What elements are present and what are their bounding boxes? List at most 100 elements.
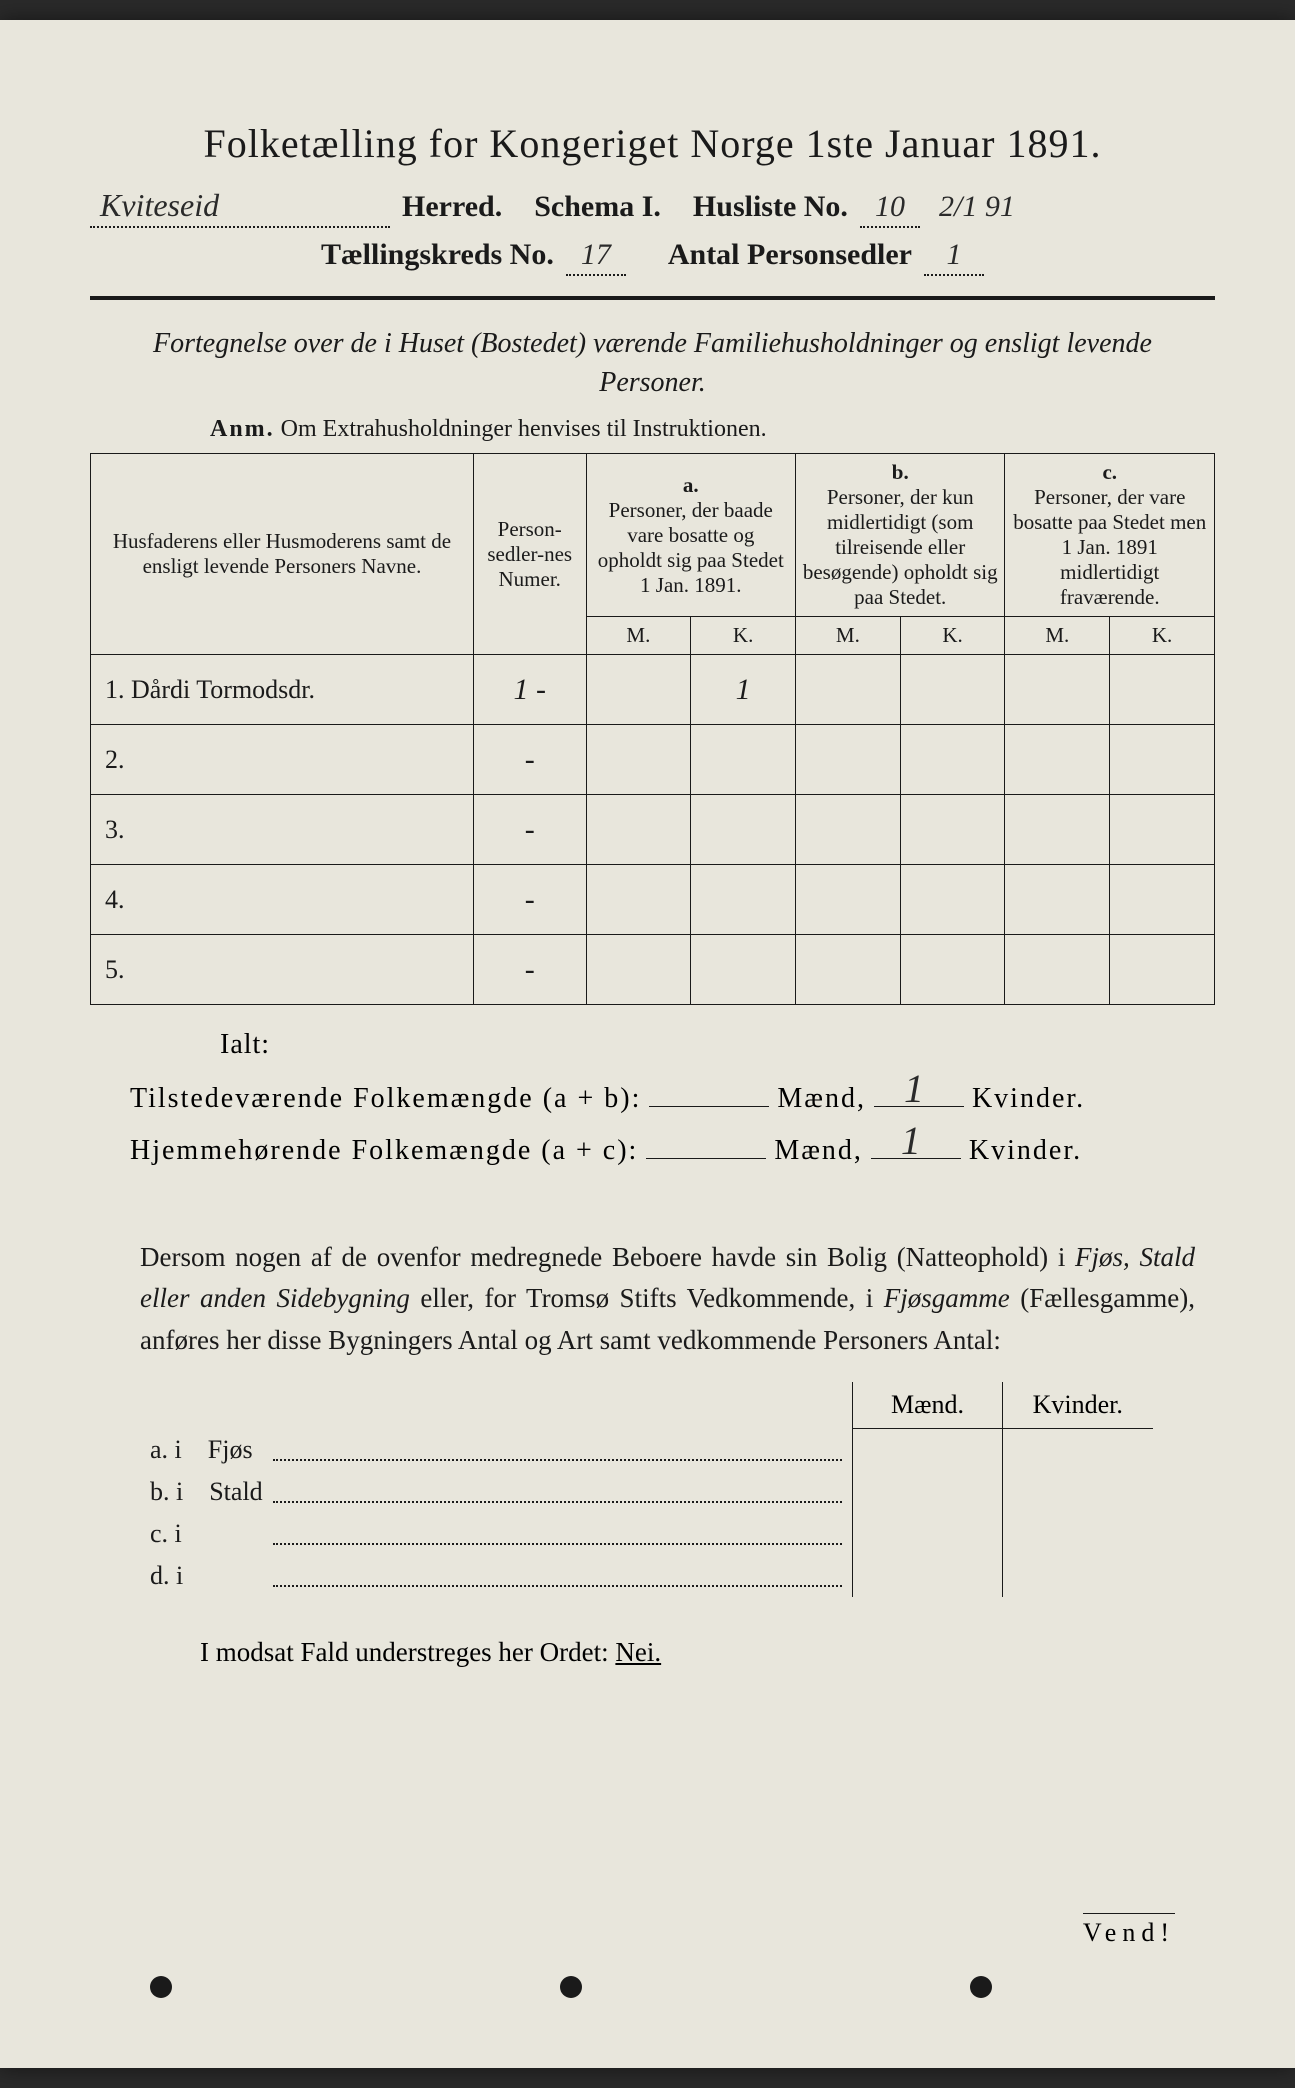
buildings-paragraph: Dersom nogen af de ovenfor medregnede Be… bbox=[140, 1237, 1195, 1363]
b-m-val bbox=[796, 725, 901, 795]
husliste-value: 10 bbox=[860, 190, 920, 228]
buildings-table: Mænd. Kvinder. a. i Fjøsb. i Staldc. i d… bbox=[140, 1382, 1153, 1597]
census-table: Husfaderens eller Husmoderens samt de en… bbox=[90, 453, 1215, 1005]
a-k-val: 1 bbox=[691, 655, 796, 725]
c-m: M. bbox=[1005, 617, 1110, 655]
c-m-val bbox=[1005, 725, 1110, 795]
byg-maend-val bbox=[853, 1513, 1003, 1555]
present-kvinder-value: 1 bbox=[904, 1065, 926, 1112]
sedler-label: Antal Personsedler bbox=[668, 238, 912, 272]
resident-label: Hjemmehørende Folkemængde (a + c): bbox=[130, 1135, 638, 1167]
b-m-val bbox=[796, 935, 901, 1005]
row-label: 1. Dårdi Tormodsdr. bbox=[91, 655, 474, 725]
c-k-val bbox=[1110, 935, 1215, 1005]
nei-text: I modsat Fald understreges her Ordet: bbox=[200, 1637, 609, 1667]
person-num: - bbox=[473, 795, 586, 865]
byg-maend-val bbox=[853, 1555, 1003, 1597]
header-line-1: Kviteseid Herred. Schema I. Husliste No.… bbox=[90, 187, 1215, 228]
ialt-label: Ialt: bbox=[220, 1029, 1215, 1061]
total-present: Tilstedeværende Folkemængde (a + b): Mæn… bbox=[130, 1073, 1215, 1115]
c-m-val bbox=[1005, 865, 1110, 935]
row-label: 3. bbox=[91, 795, 474, 865]
present-label: Tilstedeværende Folkemængde (a + b): bbox=[130, 1083, 641, 1115]
anm-text: Om Extrahusholdninger henvises til Instr… bbox=[281, 416, 767, 442]
byg-maend-val bbox=[853, 1471, 1003, 1513]
divider bbox=[90, 296, 1215, 300]
byg-dots bbox=[273, 1513, 853, 1555]
b-k-val bbox=[900, 725, 1005, 795]
a-k: K. bbox=[691, 617, 796, 655]
punch-hole bbox=[970, 1976, 992, 1998]
byg-maend-header: Mænd. bbox=[853, 1382, 1003, 1429]
resident-maend-field bbox=[646, 1125, 766, 1159]
resident-kvinder-field: 1 bbox=[871, 1125, 961, 1159]
byg-kvinder-header: Kvinder. bbox=[1003, 1382, 1153, 1429]
c-m-val bbox=[1005, 795, 1110, 865]
byg-maend-val bbox=[853, 1429, 1003, 1471]
b-m-val bbox=[796, 795, 901, 865]
byg-kvinder-val bbox=[1003, 1513, 1153, 1555]
person-num: - bbox=[473, 725, 586, 795]
a-m-val bbox=[586, 795, 691, 865]
nei-word: Nei. bbox=[615, 1637, 661, 1667]
a-k-val bbox=[691, 935, 796, 1005]
group-a-header: a.Personer, der baade vare bosatte og op… bbox=[586, 454, 795, 617]
maend-label: Mænd, bbox=[777, 1083, 866, 1115]
a-m-val bbox=[586, 935, 691, 1005]
byg-row-label: a. i Fjøs bbox=[140, 1429, 273, 1471]
total-resident: Hjemmehørende Folkemængde (a + c): Mænd,… bbox=[130, 1125, 1215, 1167]
table-row: 4. - bbox=[91, 865, 1215, 935]
person-num: 1 - bbox=[473, 655, 586, 725]
row-label: 5. bbox=[91, 935, 474, 1005]
present-maend-field bbox=[649, 1073, 769, 1107]
header-line-2: Tællingskreds No. 17 Antal Personsedler … bbox=[90, 238, 1215, 276]
row-label: 2. bbox=[91, 725, 474, 795]
c-k-val bbox=[1110, 725, 1215, 795]
byg-row-label: b. i Stald bbox=[140, 1471, 273, 1513]
punch-hole bbox=[560, 1976, 582, 1998]
byg-row-label: c. i bbox=[140, 1513, 273, 1555]
b-m: M. bbox=[796, 617, 901, 655]
row-label: 4. bbox=[91, 865, 474, 935]
census-form-page: Folketælling for Kongeriget Norge 1ste J… bbox=[0, 20, 1295, 2068]
person-num: - bbox=[473, 935, 586, 1005]
schema-label: Schema I. bbox=[534, 190, 661, 224]
byg-dots bbox=[273, 1555, 853, 1597]
vend-label: Vend! bbox=[1083, 1913, 1175, 1948]
b-m-val bbox=[796, 655, 901, 725]
b-k-val bbox=[900, 795, 1005, 865]
byg-kvinder-val bbox=[1003, 1429, 1153, 1471]
b-k-val bbox=[900, 655, 1005, 725]
anm-label: Anm. bbox=[210, 416, 275, 442]
building-row: c. i bbox=[140, 1513, 1153, 1555]
kvinder-label: Kvinder. bbox=[972, 1083, 1085, 1115]
b-k-val bbox=[900, 865, 1005, 935]
table-row: 1. Dårdi Tormodsdr.1 - 1 bbox=[91, 655, 1215, 725]
c-m-val bbox=[1005, 935, 1110, 1005]
col-name-header: Husfaderens eller Husmoderens samt de en… bbox=[91, 454, 474, 655]
sedler-value: 1 bbox=[924, 238, 984, 276]
kreds-value: 17 bbox=[566, 238, 626, 276]
herred-value: Kviteseid bbox=[90, 187, 390, 228]
person-num: - bbox=[473, 865, 586, 935]
a-m-val bbox=[586, 865, 691, 935]
intro-text: Fortegnelse over de i Huset (Bostedet) v… bbox=[150, 324, 1155, 402]
c-k-val bbox=[1110, 865, 1215, 935]
group-b-header: b.Personer, der kun midlertidigt (som ti… bbox=[796, 454, 1005, 617]
table-row: 5. - bbox=[91, 935, 1215, 1005]
date-value: 2/1 91 bbox=[932, 190, 1022, 226]
form-title: Folketælling for Kongeriget Norge 1ste J… bbox=[90, 120, 1215, 167]
herred-label: Herred. bbox=[402, 190, 502, 224]
table-row: 3. - bbox=[91, 795, 1215, 865]
c-k-val bbox=[1110, 795, 1215, 865]
punch-hole bbox=[150, 1976, 172, 1998]
byg-dots bbox=[273, 1471, 853, 1513]
byg-kvinder-val bbox=[1003, 1471, 1153, 1513]
building-row: a. i Fjøs bbox=[140, 1429, 1153, 1471]
c-m-val bbox=[1005, 655, 1110, 725]
table-row: 2. - bbox=[91, 725, 1215, 795]
person-name: Dårdi Tormodsdr. bbox=[131, 675, 315, 704]
byg-dots bbox=[273, 1429, 853, 1471]
col-num-header: Person-sedler-nes Numer. bbox=[473, 454, 586, 655]
kvinder-label-2: Kvinder. bbox=[969, 1135, 1082, 1167]
